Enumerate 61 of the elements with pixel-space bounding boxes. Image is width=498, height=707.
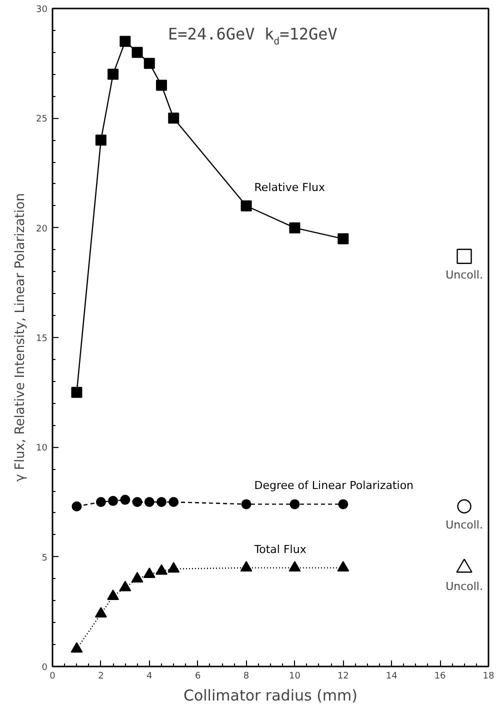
point	[168, 562, 180, 573]
x-tick-label: 16	[434, 672, 446, 682]
x-tick-label: 14	[386, 672, 398, 682]
y-tick-label: 10	[36, 444, 48, 454]
y-tick-label: 5	[42, 553, 48, 564]
point	[96, 497, 106, 507]
y-tick-label: 30	[36, 5, 48, 15]
series-label: Relative Flux	[254, 180, 326, 194]
point	[156, 497, 166, 507]
point	[132, 46, 143, 58]
x-tick-label: 18	[482, 672, 494, 682]
point	[288, 560, 301, 572]
point	[107, 589, 120, 600]
point	[70, 642, 83, 653]
y-tick-label: 20	[36, 224, 48, 234]
point	[168, 112, 180, 124]
point	[95, 134, 106, 146]
point	[241, 499, 252, 510]
x-tick-label: 2	[98, 672, 104, 682]
x-axis-title: Collimator radius (mm)	[183, 686, 358, 704]
point	[144, 58, 155, 69]
x-tick-label: 8	[243, 672, 250, 682]
point	[338, 499, 348, 510]
series-label: Degree of Linear Polarization	[254, 479, 414, 492]
point	[456, 248, 472, 264]
x-tick-label: 10	[288, 672, 301, 682]
annotation: Uncoll.	[446, 518, 483, 532]
point	[132, 497, 142, 507]
x-tick-label: 12	[337, 672, 349, 682]
y-tick-label: 25	[36, 114, 48, 125]
point	[120, 36, 131, 47]
point	[94, 607, 107, 618]
point	[156, 564, 168, 575]
annotation: Uncoll.	[446, 268, 483, 282]
point	[144, 497, 154, 507]
point	[457, 499, 472, 514]
x-tick-label: 6	[194, 672, 201, 682]
x-tick-label: 0	[50, 672, 56, 682]
y-tick-label: 15	[36, 334, 48, 344]
point	[143, 568, 156, 578]
point	[120, 494, 130, 505]
series-label: Total Flux	[253, 542, 307, 556]
annotation: Uncoll.	[446, 580, 483, 593]
point	[71, 386, 82, 398]
point	[290, 499, 300, 510]
point	[119, 580, 132, 592]
point	[168, 497, 179, 507]
point	[72, 501, 82, 512]
point	[456, 558, 472, 573]
x-tick-label: 4	[146, 672, 153, 682]
point	[108, 68, 119, 80]
y-tick-label: 0	[42, 663, 48, 673]
point	[289, 222, 300, 234]
point	[338, 233, 349, 244]
point	[131, 572, 144, 582]
point	[337, 560, 350, 572]
point	[156, 80, 167, 91]
point	[240, 560, 252, 572]
point	[108, 496, 118, 506]
y-axis-title: γ Flux, Relative Intensity, Linear Polarization	[13, 193, 28, 482]
point	[240, 200, 252, 212]
